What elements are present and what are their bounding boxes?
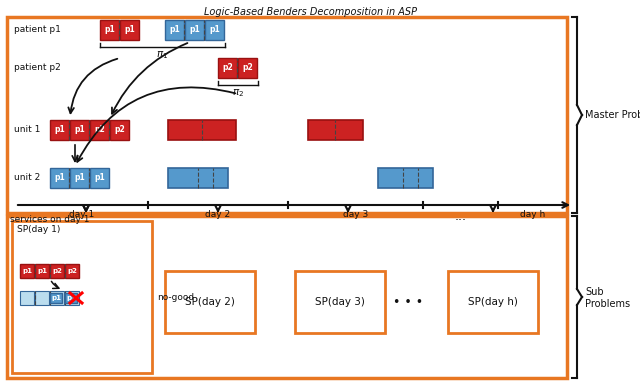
- Text: Problems: Problems: [585, 299, 630, 309]
- Bar: [185, 20, 204, 40]
- Text: no-good: no-good: [157, 293, 194, 303]
- Bar: [65, 264, 79, 278]
- Text: SP(day 1): SP(day 1): [17, 225, 60, 234]
- Bar: [20, 291, 34, 305]
- Text: SP(day h): SP(day h): [468, 297, 518, 307]
- Bar: [448, 271, 538, 333]
- Bar: [100, 20, 119, 40]
- Text: p2: p2: [67, 268, 77, 274]
- Bar: [238, 58, 257, 78]
- Bar: [378, 168, 433, 188]
- Bar: [295, 271, 385, 333]
- Text: p2: p2: [94, 125, 105, 135]
- Text: p1: p1: [169, 26, 180, 35]
- Text: patient p1: patient p1: [14, 26, 61, 35]
- Text: p2: p2: [52, 268, 62, 274]
- Bar: [7, 17, 567, 213]
- Text: • • •: • • •: [393, 296, 423, 308]
- Text: p1: p1: [37, 268, 47, 274]
- Text: services on day 1: services on day 1: [10, 215, 90, 224]
- Bar: [90, 168, 109, 188]
- Bar: [20, 264, 34, 278]
- Text: p1: p1: [22, 268, 32, 274]
- Text: unit 2: unit 2: [14, 173, 40, 182]
- Bar: [50, 291, 64, 305]
- Text: ...: ...: [454, 210, 467, 223]
- Bar: [50, 293, 62, 303]
- Text: SP(day 2): SP(day 2): [185, 297, 235, 307]
- Text: day 3: day 3: [343, 210, 368, 219]
- Bar: [110, 120, 129, 140]
- Bar: [218, 58, 237, 78]
- Bar: [308, 120, 363, 140]
- Bar: [90, 120, 109, 140]
- Text: SP(day 3): SP(day 3): [315, 297, 365, 307]
- Text: patient p2: patient p2: [14, 64, 61, 73]
- Text: p2: p2: [242, 64, 253, 73]
- Bar: [65, 291, 79, 305]
- Bar: [168, 120, 236, 140]
- Text: day 1: day 1: [69, 210, 94, 219]
- Bar: [70, 168, 89, 188]
- Text: Sub: Sub: [585, 287, 604, 297]
- Bar: [205, 20, 224, 40]
- Text: p2: p2: [114, 125, 125, 135]
- Text: p1: p1: [51, 295, 61, 301]
- Text: p1: p1: [74, 173, 85, 182]
- Text: p1: p1: [209, 26, 220, 35]
- Bar: [70, 120, 89, 140]
- Text: Master Problem: Master Problem: [585, 110, 640, 120]
- Text: p1: p1: [74, 125, 85, 135]
- Text: p1: p1: [94, 173, 105, 182]
- Bar: [50, 120, 69, 140]
- Bar: [165, 20, 184, 40]
- Bar: [165, 271, 255, 333]
- Text: p1: p1: [54, 125, 65, 135]
- Text: p2: p2: [222, 64, 233, 73]
- Bar: [35, 264, 49, 278]
- Text: day 2: day 2: [205, 210, 230, 219]
- Bar: [65, 293, 77, 303]
- Text: p1: p1: [124, 26, 135, 35]
- Text: p1: p1: [54, 173, 65, 182]
- Text: p1: p1: [66, 295, 76, 301]
- Text: day h: day h: [520, 210, 546, 219]
- Bar: [35, 291, 49, 305]
- Bar: [7, 216, 567, 378]
- Bar: [50, 168, 69, 188]
- Text: unit 1: unit 1: [14, 125, 40, 135]
- Text: p1: p1: [104, 26, 115, 35]
- Text: p1: p1: [189, 26, 200, 35]
- Text: Logic-Based Benders Decomposition in ASP: Logic-Based Benders Decomposition in ASP: [204, 7, 417, 17]
- Bar: [12, 221, 152, 373]
- Bar: [50, 264, 64, 278]
- Bar: [168, 168, 228, 188]
- Text: $\pi_1$: $\pi_1$: [156, 49, 168, 61]
- Bar: [120, 20, 139, 40]
- Text: $\pi_2$: $\pi_2$: [232, 87, 244, 99]
